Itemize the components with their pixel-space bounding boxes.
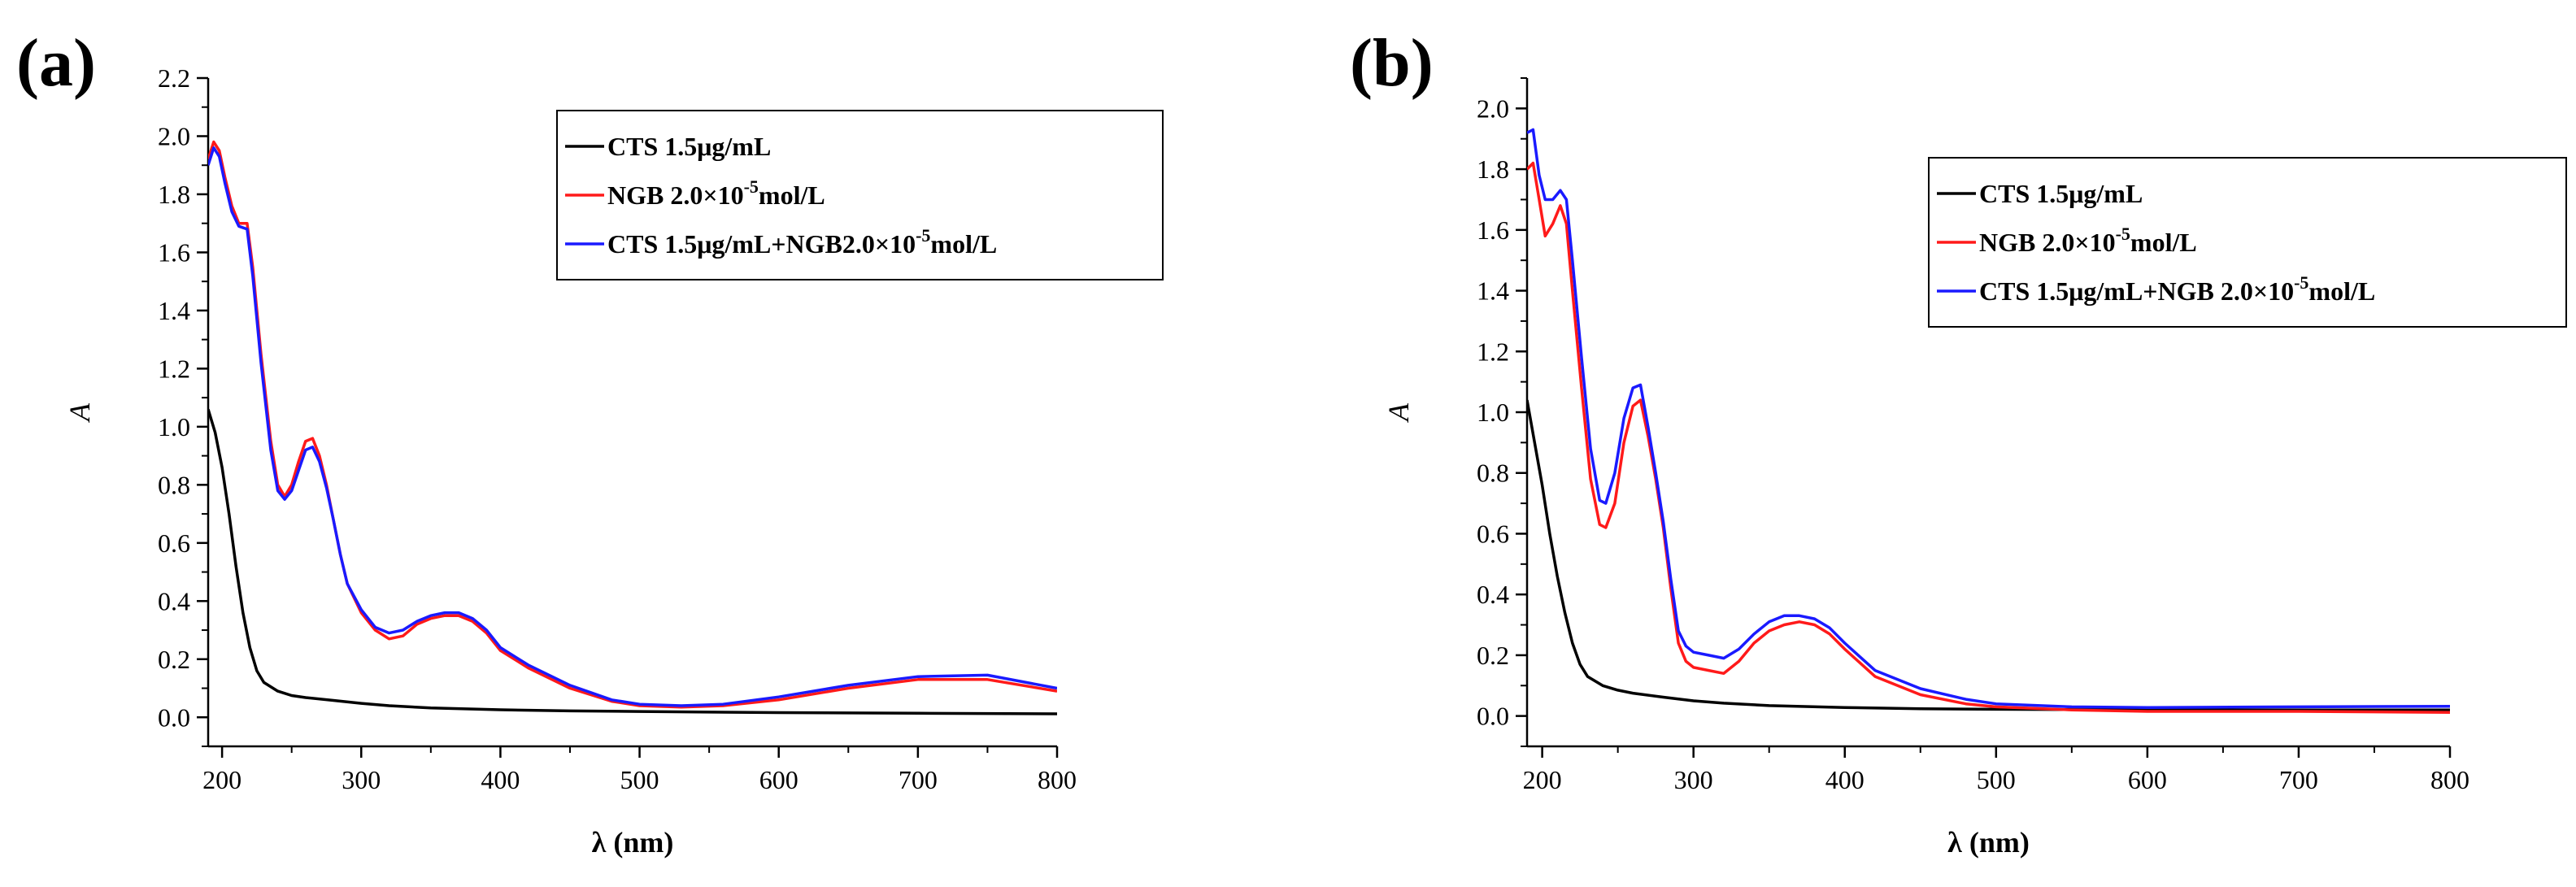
- x-tick-label: 400: [481, 765, 520, 794]
- x-tick-label: 300: [1674, 765, 1713, 794]
- series-line-1: [1527, 161, 2450, 714]
- legend-label-part: CTS 1.5μg/mL+NGB 2.0×10: [1979, 276, 2294, 306]
- y-tick-label: 1.6: [158, 237, 190, 267]
- legend-label-part: mol/L: [759, 180, 825, 210]
- series-line-0: [208, 408, 1057, 715]
- y-tick-label: 0.6: [158, 528, 190, 558]
- chart-panel-1: (b) 0.0 0.2 0.4 0.6 0.8 1.0 1.2 1.4 1.6 1.8 2.0 200 3…: [1350, 25, 2567, 859]
- legend-label-superscript: -5: [2116, 224, 2130, 244]
- x-tick-label: 500: [620, 765, 659, 794]
- y-tick-label: 2.2: [158, 63, 190, 93]
- legend-label: CTS 1.5μg/mL+NGB 2.0×10-5mol/L: [1979, 272, 2375, 306]
- x-tick-label: 800: [1038, 765, 1077, 794]
- y-tick-label: 0.6: [1477, 519, 1509, 548]
- x-tick-label: 800: [2430, 765, 2469, 794]
- legend-label: NGB 2.0×10-5mol/L: [607, 176, 825, 210]
- legend-label-part: mol/L: [2130, 228, 2197, 257]
- y-axis-title: A: [1382, 402, 1415, 423]
- y-tick-label: 0.0: [1477, 702, 1509, 731]
- y-tick-label: 0.0: [158, 702, 190, 732]
- legend-box: [1928, 157, 2567, 328]
- x-axis-title: λ (nm): [592, 826, 674, 859]
- y-tick-label: 1.2: [1477, 337, 1509, 366]
- y-axis-title: A: [63, 402, 96, 423]
- x-tick-label: 300: [342, 765, 381, 794]
- x-tick-label: 200: [202, 765, 242, 794]
- y-tick-label: 0.8: [158, 470, 190, 499]
- legend-label: CTS 1.5μg/mL: [1979, 179, 2143, 208]
- y-tick-label: 1.6: [1477, 215, 1509, 245]
- x-tick-label: 200: [1523, 765, 1562, 794]
- chart-panel-0: (a) 0.0 0.2 0.4 0.6 0.8 1.0 1.2 1.4 1.6 1.8 2.0 2.2 2…: [16, 25, 1164, 859]
- legend-label-part: CTS 1.5μg/mL+NGB2.0×10: [607, 229, 916, 259]
- legend-label-part: mol/L: [2308, 276, 2375, 306]
- x-tick-label: 700: [899, 765, 938, 794]
- legend-label-part: NGB 2.0×10: [1979, 228, 2116, 257]
- legend-label: NGB 2.0×10-5mol/L: [1979, 224, 2197, 257]
- legend-label-superscript: -5: [2294, 272, 2308, 293]
- legend-label-part: mol/L: [930, 229, 997, 259]
- series-line-2: [208, 146, 1057, 707]
- legend-label-superscript: -5: [916, 225, 930, 246]
- x-tick-label: 700: [2279, 765, 2318, 794]
- y-tick-label: 2.0: [158, 121, 190, 150]
- series-line-2: [1527, 128, 2450, 709]
- x-tick-label: 400: [1825, 765, 1865, 794]
- y-tick-label: 0.4: [1477, 580, 1509, 609]
- y-tick-label: 1.2: [158, 354, 190, 383]
- legend-label-part: CTS 1.5μg/mL: [607, 132, 771, 161]
- y-tick-label: 1.4: [158, 296, 190, 325]
- legend-label-superscript: -5: [744, 176, 759, 197]
- y-tick-label: 1.8: [158, 180, 190, 209]
- y-tick-label: 0.2: [158, 645, 190, 674]
- y-tick-label: 0.4: [158, 586, 190, 615]
- panel-label: (a): [16, 25, 96, 101]
- legend-box: [556, 110, 1164, 280]
- y-tick-label: 0.2: [1477, 641, 1509, 670]
- legend-label: CTS 1.5μg/mL: [607, 132, 771, 161]
- y-tick-label: 1.0: [158, 412, 190, 441]
- legend-label-part: NGB 2.0×10: [607, 180, 744, 210]
- y-tick-label: 1.4: [1477, 276, 1509, 306]
- x-axis-title: λ (nm): [1947, 826, 2030, 859]
- y-tick-label: 1.8: [1477, 154, 1509, 184]
- legend-label: CTS 1.5μg/mL+NGB2.0×10-5mol/L: [607, 225, 997, 259]
- series-line-0: [1527, 399, 2450, 711]
- y-tick-label: 0.8: [1477, 459, 1509, 488]
- y-tick-label: 1.0: [1477, 398, 1509, 427]
- panel-label: (b): [1350, 25, 1434, 101]
- x-tick-label: 600: [2128, 765, 2167, 794]
- y-tick-label: 2.0: [1477, 93, 1509, 123]
- legend-label-part: CTS 1.5μg/mL: [1979, 179, 2143, 208]
- x-tick-label: 600: [759, 765, 798, 794]
- x-tick-label: 500: [1977, 765, 2016, 794]
